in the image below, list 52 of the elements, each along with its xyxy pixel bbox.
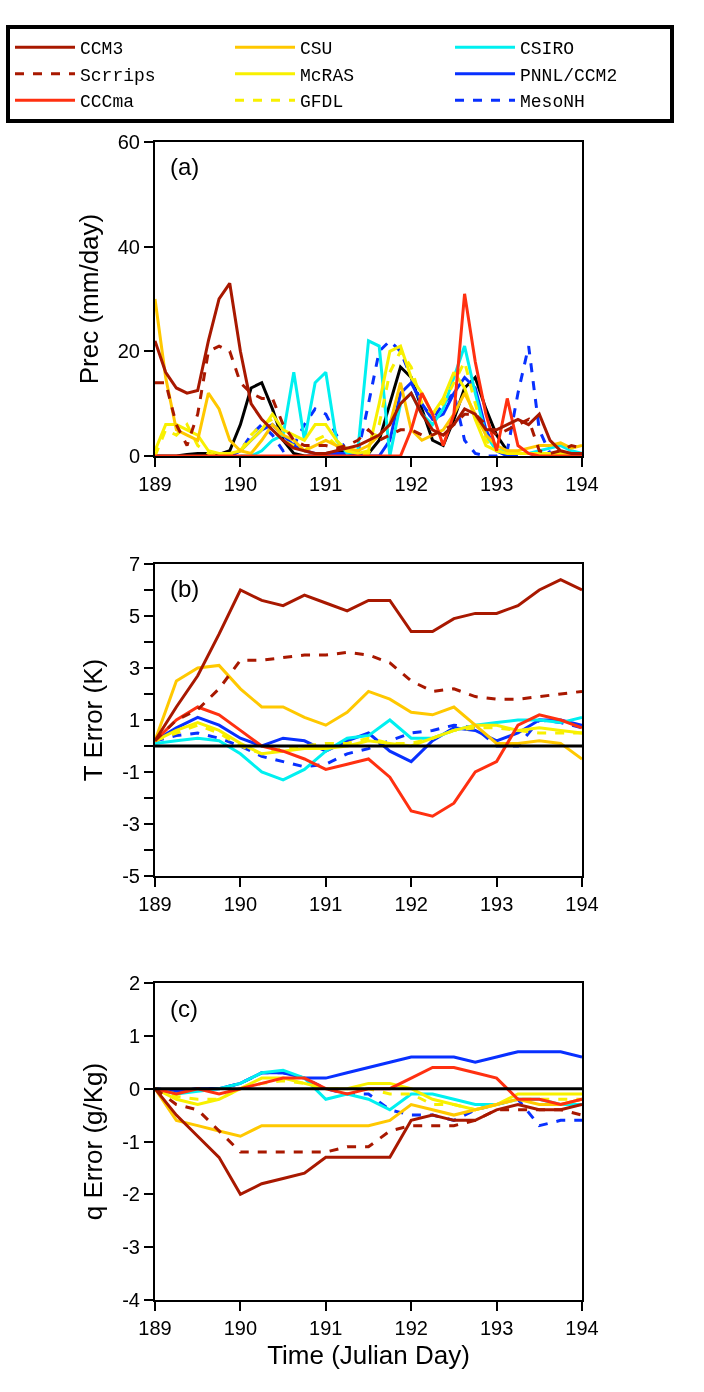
- y-tick-label: 20: [117, 340, 140, 363]
- legend-label: PNNL/CCM2: [520, 65, 618, 86]
- legend-label: CSU: [300, 39, 333, 60]
- y-tick-label: -5: [122, 865, 140, 887]
- x-tick-label: 194: [565, 1317, 599, 1339]
- x-tick-label: 191: [309, 1317, 343, 1339]
- y-tick-label: -1: [122, 1130, 140, 1153]
- legend-label: CCM3: [80, 39, 124, 60]
- x-tick-label: 190: [223, 473, 258, 495]
- x-tick-label: 189: [138, 893, 172, 915]
- y-tick-label: 5: [128, 605, 140, 627]
- legend-label: McRAS: [300, 65, 355, 86]
- y-tick-label: 0: [128, 1077, 140, 1100]
- x-tick-label: 190: [223, 1317, 258, 1339]
- legend-label: CCCma: [80, 92, 135, 113]
- y-tick-label: -4: [122, 1289, 140, 1311]
- x-tick-label: 189: [138, 473, 172, 495]
- x-tick-label: 192: [394, 1317, 428, 1339]
- y-axis-title: q Error (g/Kg): [78, 1062, 109, 1221]
- y-tick-label: -1: [122, 761, 140, 783]
- x-tick-label: 194: [565, 473, 599, 495]
- y-tick-label: 1: [128, 709, 140, 731]
- legend-label: CSIRO: [520, 39, 575, 60]
- y-tick-label: 0: [128, 445, 140, 467]
- x-tick-label: 189: [138, 1317, 172, 1339]
- legend-label: MesoNH: [520, 92, 585, 113]
- annotation: (b): [170, 575, 200, 602]
- legend-label: GFDL: [300, 92, 344, 113]
- x-tick-label: 191: [309, 473, 343, 495]
- y-tick-label: 40: [117, 235, 140, 258]
- y-tick-label: 1: [128, 1024, 140, 1047]
- x-tick-label: 193: [479, 473, 514, 495]
- y-tick-label: 2: [128, 972, 140, 994]
- y-tick-label: 3: [128, 657, 140, 679]
- y-tick-label: -2: [122, 1183, 140, 1206]
- y-tick-label: -3: [122, 1236, 140, 1259]
- y-tick-label: 7: [128, 553, 140, 575]
- x-tick-label: 190: [223, 893, 258, 915]
- annotation: (a): [170, 153, 200, 180]
- x-tick-label: 193: [479, 1317, 514, 1339]
- annotation: (c): [170, 995, 198, 1022]
- y-tick-label: 60: [117, 131, 140, 153]
- x-tick-label: 193: [479, 893, 514, 915]
- x-tick-label: 191: [309, 893, 343, 915]
- y-tick-label: -3: [122, 813, 140, 835]
- x-axis-title: Time (Julian Day): [267, 1340, 470, 1371]
- y-axis-title: T Error (K): [78, 658, 109, 782]
- y-axis-title: Prec (mm/day): [73, 213, 104, 385]
- x-tick-label: 192: [394, 893, 428, 915]
- x-tick-label: 194: [565, 893, 599, 915]
- x-tick-label: 192: [394, 473, 428, 495]
- legend-label: Scrrips: [80, 65, 156, 86]
